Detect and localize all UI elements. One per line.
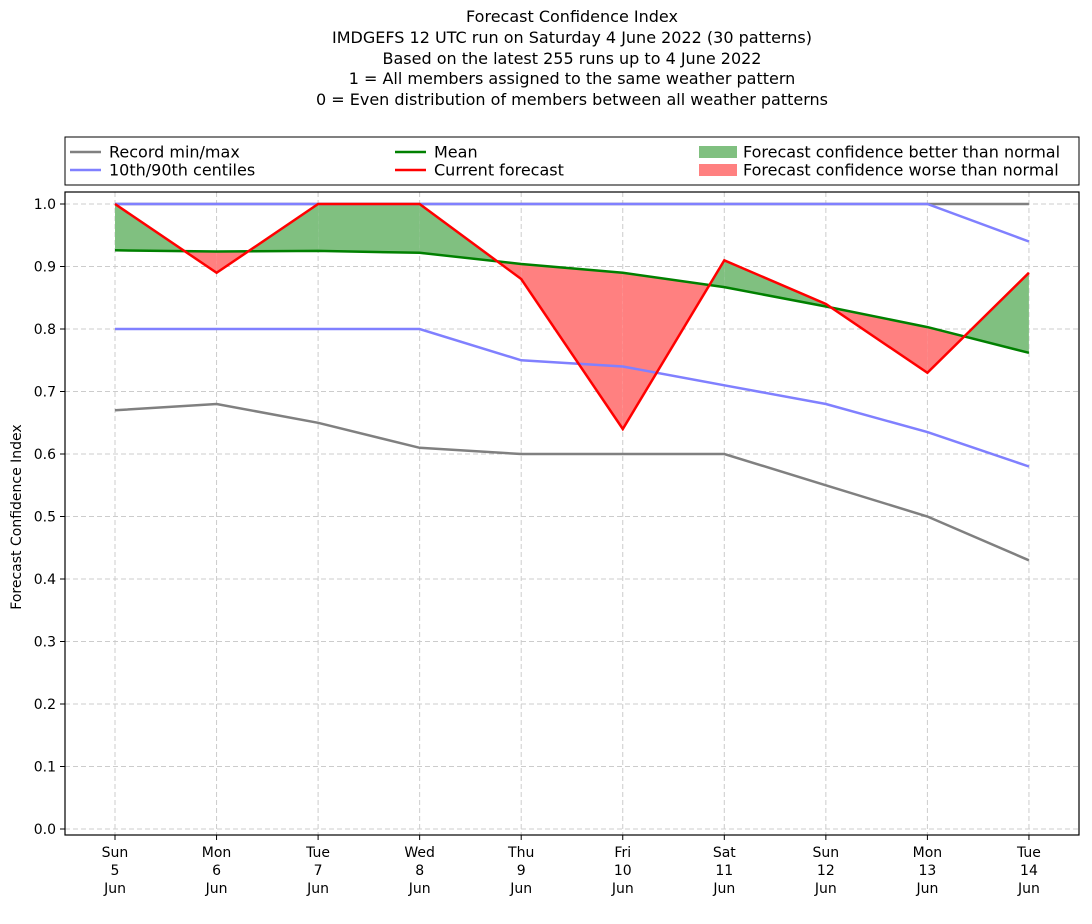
x-tick-label: Thu bbox=[507, 845, 534, 861]
chart-title: Forecast Confidence Index IMDGEFS 12 UTC… bbox=[0, 7, 1092, 111]
confidence-fills bbox=[115, 204, 1029, 429]
legend-swatch bbox=[699, 146, 737, 158]
better-than-normal-fill bbox=[318, 204, 420, 253]
y-tick-label: 0.9 bbox=[34, 260, 56, 276]
mean-line bbox=[114, 249, 1030, 355]
y-tick-label: 0.5 bbox=[34, 510, 56, 526]
y-axis-label: Forecast Confidence Index bbox=[9, 424, 25, 609]
title-line: 1 = All members assigned to the same wea… bbox=[348, 69, 796, 89]
x-tick-label: Jun bbox=[611, 881, 634, 897]
centile-10-line bbox=[115, 327, 1030, 468]
x-tick-label: Tue bbox=[305, 845, 330, 861]
legend-swatch bbox=[699, 164, 737, 176]
y-tick-label: 0.6 bbox=[34, 447, 56, 463]
x-tick-label: Jun bbox=[712, 881, 735, 897]
x-tick-label: 5 bbox=[111, 863, 120, 879]
y-tick-label: 0.7 bbox=[34, 385, 56, 401]
x-tick-label: 11 bbox=[715, 863, 733, 879]
worse-than-normal-fill bbox=[521, 264, 623, 429]
legend-frame bbox=[64, 136, 1080, 186]
x-tick-label: Jun bbox=[509, 881, 532, 897]
x-tick-label: Jun bbox=[103, 881, 126, 897]
centile-90-line bbox=[115, 202, 1030, 243]
legend-label: Forecast confidence worse than normal bbox=[743, 161, 1059, 180]
x-tick-label: Sun bbox=[813, 845, 840, 861]
title-line: 0 = Even distribution of members between… bbox=[315, 90, 829, 110]
current-forecast-line bbox=[114, 202, 1030, 432]
x-tick-label: Sat bbox=[713, 845, 736, 861]
x-tick-label: 7 bbox=[314, 863, 323, 879]
axis-ticks: 0.0 0.1 0.2 0.3 0.4 0.5 0.6 0.7 0.8 0.9 1.0 Sun 5 Jun… bbox=[34, 197, 1041, 897]
x-tick-label: 6 bbox=[212, 863, 221, 879]
x-tick-label: Tue bbox=[1016, 845, 1041, 861]
legend-label: Current forecast bbox=[434, 161, 564, 180]
better-than-normal-fill bbox=[964, 272, 1029, 353]
x-tick-label: Jun bbox=[306, 881, 329, 897]
x-tick-label: Jun bbox=[814, 881, 837, 897]
series-lines bbox=[114, 202, 1030, 562]
x-tick-label: 9 bbox=[517, 863, 526, 879]
better-than-normal-fill bbox=[248, 204, 319, 252]
x-tick-label: Sun bbox=[102, 845, 129, 861]
worse-than-normal-fill bbox=[622, 272, 710, 429]
x-tick-label: Mon bbox=[202, 845, 232, 861]
title-line: Forecast Confidence Index bbox=[466, 7, 678, 26]
y-tick-label: 0.0 bbox=[34, 822, 56, 838]
x-tick-label: Jun bbox=[915, 881, 938, 897]
legend-label: Record min/max bbox=[109, 143, 240, 162]
plot-frame bbox=[64, 191, 1080, 836]
record-min-line bbox=[114, 402, 1030, 562]
x-tick-label: Jun bbox=[408, 881, 431, 897]
title-line: IMDGEFS 12 UTC run on Saturday 4 June 20… bbox=[332, 27, 812, 47]
y-tick-label: 0.2 bbox=[34, 697, 56, 713]
y-tick-label: 0.1 bbox=[34, 760, 56, 776]
legend-label: Mean bbox=[434, 143, 478, 162]
x-tick-label: 13 bbox=[918, 863, 936, 879]
worse-than-normal-fill bbox=[927, 327, 965, 373]
title-line: Based on the latest 255 runs up to 4 Jun… bbox=[382, 48, 762, 68]
y-tick-label: 0.3 bbox=[34, 635, 56, 651]
x-tick-label: Jun bbox=[205, 881, 228, 897]
x-tick-label: 10 bbox=[614, 863, 632, 879]
x-tick-label: Wed bbox=[404, 845, 435, 861]
y-tick-label: 0.4 bbox=[34, 572, 56, 588]
y-tick-label: 0.8 bbox=[34, 322, 56, 338]
legend-label: Forecast confidence better than normal bbox=[743, 143, 1060, 162]
x-tick-label: Jun bbox=[1017, 881, 1040, 897]
x-tick-label: Fri bbox=[614, 845, 631, 861]
y-tick-label: 1.0 bbox=[34, 197, 56, 213]
x-tick-label: 12 bbox=[817, 863, 835, 879]
x-tick-label: 8 bbox=[415, 863, 424, 879]
legend-label: 10th/90th centiles bbox=[109, 161, 255, 180]
x-tick-label: Mon bbox=[913, 845, 943, 861]
x-tick-label: 14 bbox=[1020, 863, 1038, 879]
